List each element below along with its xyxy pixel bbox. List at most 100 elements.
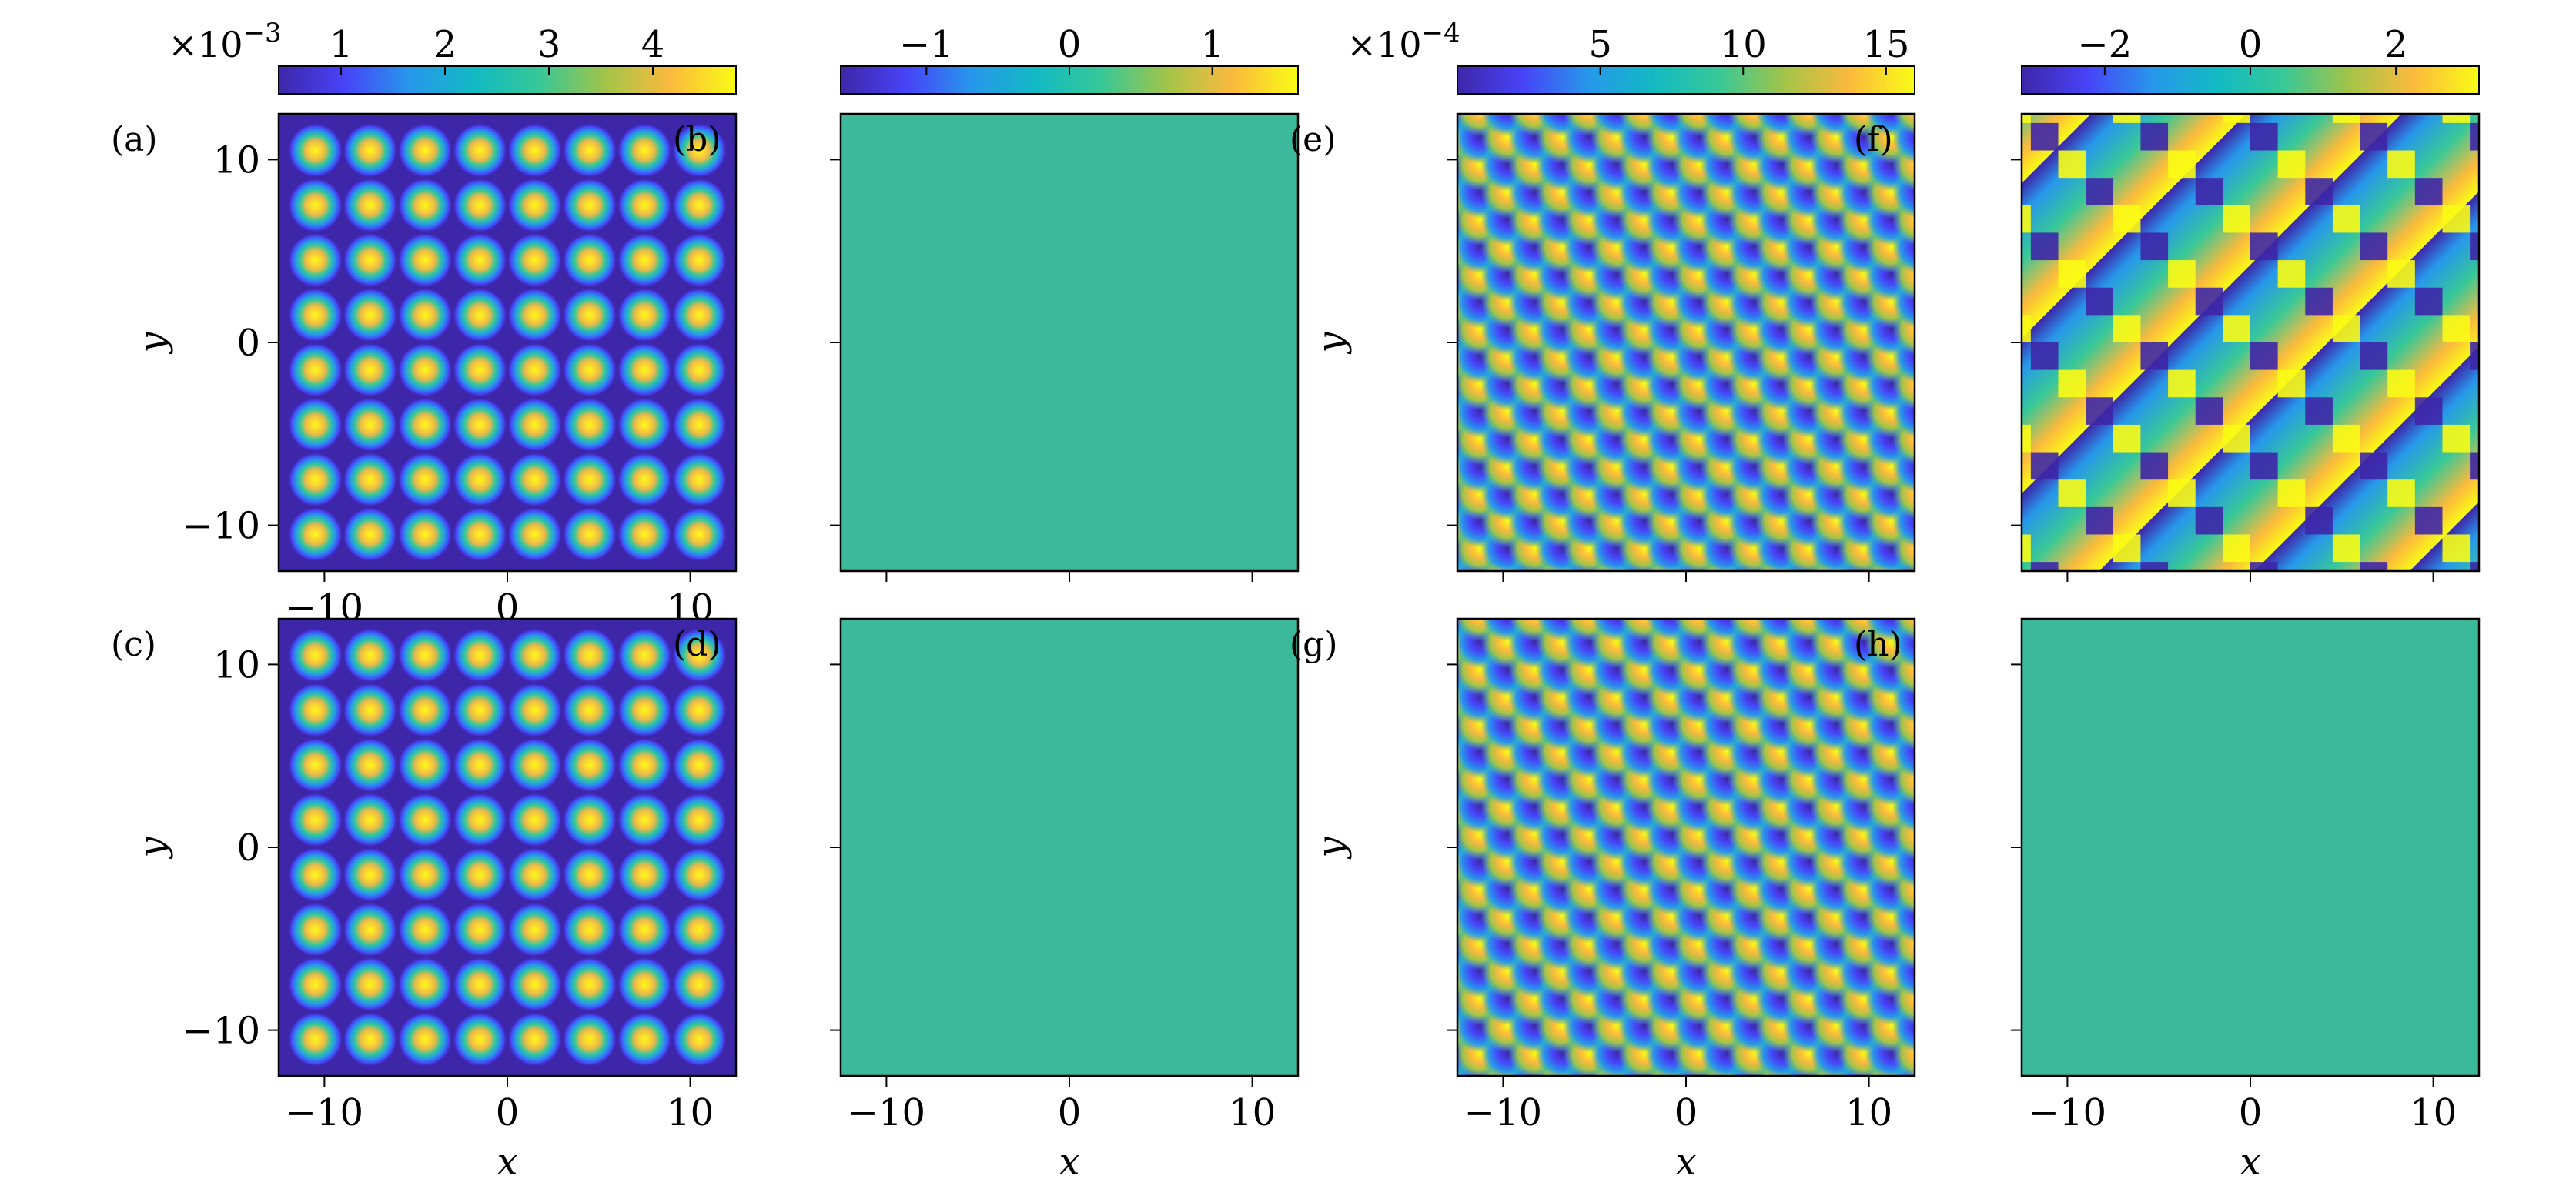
phase-jump-block xyxy=(2030,452,2059,480)
x-axis-label: x xyxy=(2240,1141,2260,1184)
phase-jump-block xyxy=(2168,150,2196,179)
density-hole xyxy=(1920,466,1974,520)
heatmap-area xyxy=(2022,619,2479,1076)
density-spot xyxy=(1920,494,1974,548)
lattice-spot xyxy=(343,287,398,342)
phase-jump-block xyxy=(2195,178,2223,205)
x-tick-label: −10 xyxy=(1464,1091,1542,1134)
phase-jump-block xyxy=(2223,424,2250,453)
phase-jump-block xyxy=(2524,68,2552,96)
density-spot xyxy=(1920,670,1974,723)
x-tick-label: 10 xyxy=(1229,1091,1276,1134)
density-spot xyxy=(1920,1054,1974,1107)
lattice-spot xyxy=(452,287,507,342)
lattice-spot xyxy=(671,122,728,179)
phase-jump-block xyxy=(2387,589,2415,617)
phase-jump-block xyxy=(2332,114,2360,123)
lattice-spot xyxy=(343,847,398,903)
lattice-spot xyxy=(397,792,453,847)
density-spot xyxy=(1920,384,1974,438)
lattice-spot xyxy=(343,737,398,793)
lattice-spot xyxy=(343,957,398,1012)
density-hole xyxy=(1920,137,1974,191)
phase-jump-block xyxy=(2387,369,2415,398)
lattice-spot xyxy=(452,627,507,683)
heatmap-uniform-field xyxy=(841,619,1298,1076)
phase-jump-block xyxy=(2442,315,2471,342)
lattice-spot xyxy=(507,627,563,683)
phase-jump-block xyxy=(2524,288,2552,316)
phase-jump-block xyxy=(2524,616,2552,644)
heatmap-area xyxy=(279,619,736,1076)
lattice-spot xyxy=(671,178,728,233)
lattice-spot xyxy=(671,1011,728,1067)
lattice-spot xyxy=(617,232,672,288)
phase-jump-block xyxy=(2497,151,2525,179)
phase-jump-block xyxy=(2470,452,2479,480)
phase-jump-block xyxy=(1976,178,2004,205)
lattice-spot xyxy=(287,683,343,738)
lattice-spot xyxy=(617,178,672,233)
heatmap-area xyxy=(1457,114,1974,571)
phase-jump-block xyxy=(2332,534,2360,563)
phase-jump-block xyxy=(2277,150,2306,179)
lattice-spot xyxy=(507,1011,563,1067)
lattice-spot xyxy=(507,847,563,903)
phase-jump-block xyxy=(2387,479,2415,507)
phase-jump-block xyxy=(2168,589,2196,617)
phase-jump-block xyxy=(2332,315,2360,342)
heatmap-area xyxy=(841,619,1298,1076)
density-hole xyxy=(1920,302,1974,356)
density-spot xyxy=(1892,619,1915,641)
lattice-spot xyxy=(507,683,563,738)
lattice-spot xyxy=(397,122,453,179)
phase-jump-block xyxy=(2113,534,2141,563)
y-axis-label: y xyxy=(131,332,174,355)
lattice-spot xyxy=(671,792,728,847)
heatmap-area xyxy=(279,114,736,571)
panel-f: (f) xyxy=(1854,41,2552,644)
phase-jump-block xyxy=(2442,534,2471,563)
density-spot xyxy=(1920,329,1974,383)
lattice-spot xyxy=(397,902,453,957)
phase-jump-block xyxy=(2250,122,2278,151)
lattice-spot xyxy=(287,397,343,453)
heatmap-area xyxy=(841,114,1298,571)
heatmap-area xyxy=(1457,559,1974,1107)
phase-jump-block xyxy=(2195,287,2223,316)
lattice-spot xyxy=(343,792,398,847)
density-spot xyxy=(1920,219,1974,273)
phase-jump-block xyxy=(2470,342,2479,370)
lattice-spot xyxy=(562,122,617,179)
phase-jump-block xyxy=(2058,369,2086,398)
phase-jump-block xyxy=(2113,114,2141,123)
lattice-spot xyxy=(562,1011,617,1067)
lattice-spot xyxy=(287,287,343,342)
x-tick-label: 0 xyxy=(1058,1091,1082,1134)
lattice-spot xyxy=(343,178,398,233)
phase-jump-block xyxy=(2497,589,2525,617)
phase-jump-block xyxy=(1976,507,2004,535)
phase-jump-block xyxy=(2332,205,2360,233)
colorbar-multiplier: ×10−3 xyxy=(168,18,281,65)
phase-jump-block xyxy=(2250,562,2278,571)
lattice-spot xyxy=(343,627,398,683)
phase-jump-block xyxy=(2059,589,2086,617)
lattice-spot xyxy=(671,957,728,1012)
phase-jump-block xyxy=(2278,41,2306,68)
lattice-spot xyxy=(507,506,563,563)
lattice-spot xyxy=(671,506,728,563)
phase-jump-block xyxy=(2030,232,2059,261)
lattice-spot xyxy=(671,287,728,342)
lattice-spot xyxy=(452,683,507,738)
y-axis-label: y xyxy=(131,837,174,860)
panel-c: −10 0 10 −10 0 10 x y (c) xyxy=(111,617,738,1184)
phase-jump-block xyxy=(2414,287,2443,316)
density-spot xyxy=(1920,559,1974,613)
panel-e: y (e) xyxy=(1290,112,1974,582)
y-tick-label: −10 xyxy=(182,505,260,548)
phase-jump-block xyxy=(2086,397,2113,425)
lattice-spot xyxy=(507,792,563,847)
phase-jump-block xyxy=(2140,342,2169,370)
lattice-spot xyxy=(671,452,728,507)
